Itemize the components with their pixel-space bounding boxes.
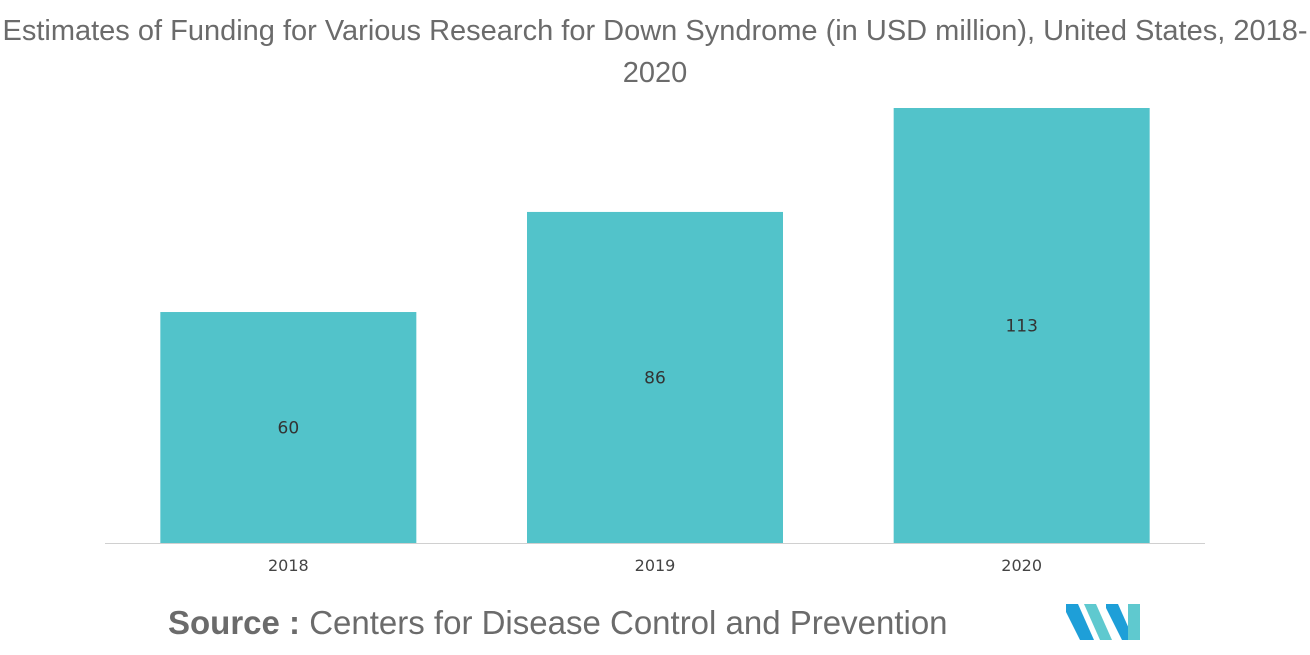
- mordor-intelligence-logo-icon: [1066, 604, 1140, 640]
- logo-right-shape: [1106, 604, 1134, 640]
- bar-2020: [893, 108, 1150, 543]
- data-label-2020: 113: [1005, 317, 1037, 337]
- chart-title: Estimates of Funding for Various Researc…: [2, 15, 1308, 89]
- source-note: Source : Centers for Disease Control and…: [168, 604, 948, 642]
- data-label-2019: 86: [644, 368, 666, 388]
- source-label: Source :: [168, 604, 310, 641]
- logo-bar-shape: [1128, 604, 1140, 640]
- x-tick-label-2020: 2020: [1001, 556, 1042, 575]
- logo-left-shape: [1066, 604, 1094, 640]
- bar-2018: [160, 312, 417, 543]
- logo-mid-shape: [1084, 604, 1112, 640]
- x-tick-label-2019: 2019: [635, 556, 676, 575]
- data-label-2018: 60: [278, 419, 300, 439]
- x-tick-label-2018: 2018: [268, 556, 309, 575]
- bar-2019: [527, 211, 783, 543]
- source-text: Centers for Disease Control and Preventi…: [309, 604, 948, 641]
